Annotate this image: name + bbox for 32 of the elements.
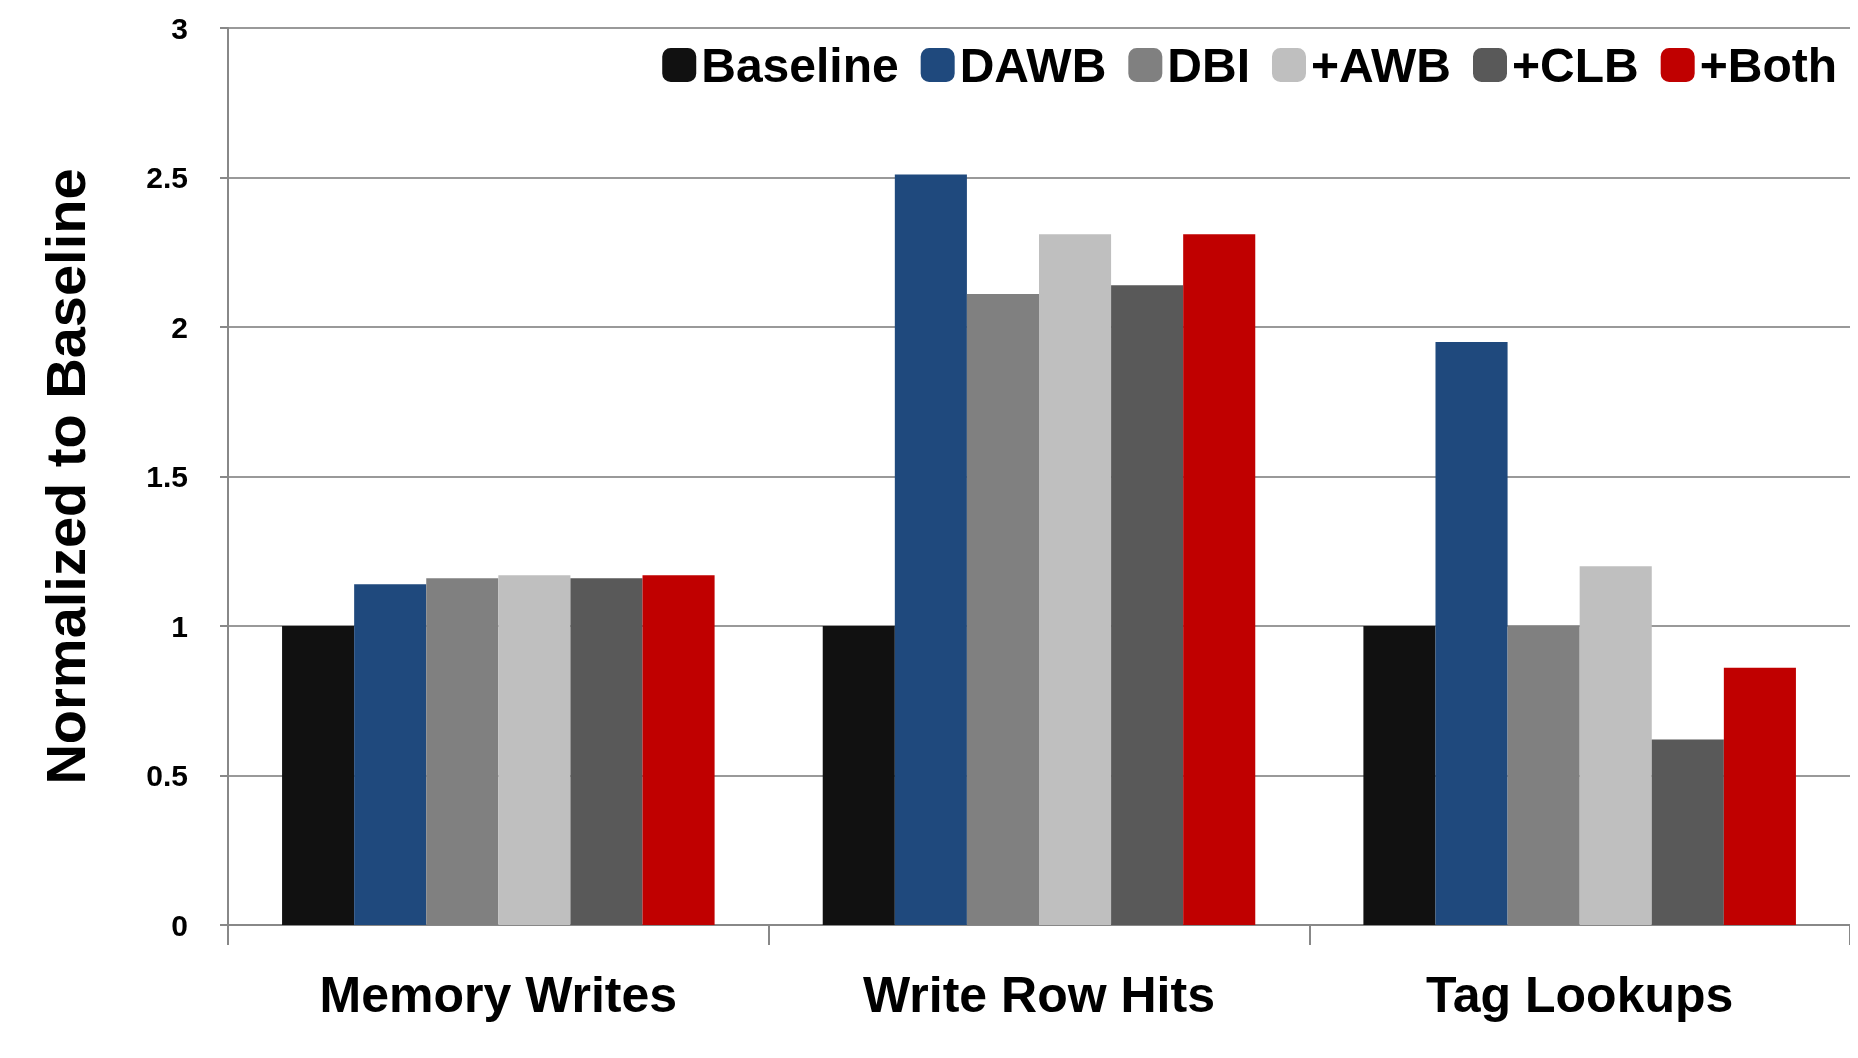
x-tick-label: Memory Writes: [319, 967, 678, 1023]
x-tick-label: Tag Lookups: [1425, 967, 1734, 1023]
legend-label: +CLB: [1512, 38, 1639, 92]
bar: [1435, 341, 1508, 925]
bar: [498, 575, 571, 925]
bar: [1723, 667, 1796, 925]
bar: [1579, 566, 1652, 925]
bar: [894, 174, 967, 925]
legend-label: DAWB: [959, 38, 1107, 92]
bar: [282, 626, 355, 925]
bar: [642, 575, 715, 925]
y-tick-label: 3: [171, 11, 188, 45]
y-axis-title: Normalized to Baseline: [33, 168, 97, 785]
legend-label: DBI: [1167, 38, 1250, 92]
y-tick-label: 0.5: [146, 759, 188, 792]
legend-label: Baseline: [701, 38, 899, 92]
y-tick-label: 1.5: [146, 460, 188, 493]
bar: [354, 584, 427, 925]
bar: [822, 626, 895, 925]
x-tick-label: Write Row Hits: [863, 967, 1215, 1023]
bar: [1111, 285, 1184, 925]
bar: [1651, 739, 1724, 925]
y-tick-label: 0: [171, 908, 188, 942]
y-tick-label: 2.5: [146, 161, 188, 194]
bar: [1363, 626, 1436, 925]
legend-label: +Both: [1699, 38, 1838, 92]
bar: [570, 578, 643, 925]
y-tick-label: 2: [171, 310, 188, 344]
bar: [1039, 234, 1112, 925]
legend-label: +AWB: [1310, 38, 1451, 92]
bar: [1183, 234, 1256, 925]
y-tick-label: 1: [171, 609, 188, 643]
